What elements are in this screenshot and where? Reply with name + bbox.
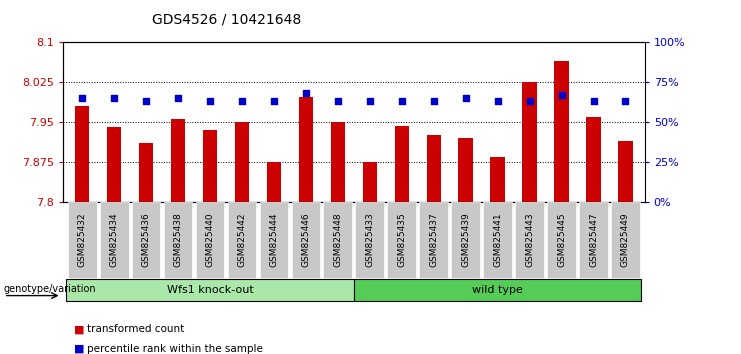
Bar (235, 122, 249, 202)
Text: Wfs1 knock-out: Wfs1 knock-out (167, 285, 253, 295)
Text: ■: ■ (74, 324, 84, 334)
FancyBboxPatch shape (66, 279, 353, 302)
Point (492, 99, 504, 104)
Bar (299, 97, 313, 202)
Text: GSM825435: GSM825435 (397, 212, 406, 267)
Point (204, 99, 216, 104)
Text: ■: ■ (74, 344, 84, 354)
Point (236, 99, 248, 104)
Point (364, 99, 376, 104)
FancyBboxPatch shape (132, 202, 161, 278)
FancyBboxPatch shape (483, 202, 512, 278)
FancyBboxPatch shape (324, 202, 352, 278)
Text: GSM825448: GSM825448 (333, 212, 342, 267)
Bar (203, 130, 217, 202)
Bar (267, 162, 281, 202)
FancyBboxPatch shape (451, 202, 480, 278)
Text: GSM825438: GSM825438 (173, 212, 182, 267)
Bar (394, 126, 409, 202)
FancyBboxPatch shape (419, 202, 448, 278)
Text: transformed count: transformed count (87, 324, 185, 334)
Text: GSM825440: GSM825440 (205, 212, 214, 267)
Text: GSM825432: GSM825432 (78, 212, 87, 267)
Bar (522, 82, 536, 202)
Point (619, 99, 631, 104)
Text: GSM825442: GSM825442 (237, 213, 247, 267)
Point (459, 96, 471, 101)
Point (300, 91, 312, 96)
Bar (427, 136, 441, 202)
Bar (491, 157, 505, 202)
FancyBboxPatch shape (227, 202, 256, 278)
Point (108, 96, 120, 101)
Point (140, 99, 152, 104)
FancyBboxPatch shape (515, 202, 544, 278)
FancyBboxPatch shape (356, 202, 384, 278)
Text: GSM825449: GSM825449 (621, 212, 630, 267)
Point (524, 99, 536, 104)
FancyBboxPatch shape (388, 202, 416, 278)
FancyBboxPatch shape (611, 202, 640, 278)
Text: GSM825445: GSM825445 (557, 212, 566, 267)
Text: genotype/variation: genotype/variation (4, 284, 96, 293)
Point (172, 96, 184, 101)
Point (268, 99, 280, 104)
Bar (107, 127, 122, 202)
Bar (362, 162, 377, 202)
Bar (586, 117, 601, 202)
FancyBboxPatch shape (579, 202, 608, 278)
FancyBboxPatch shape (67, 202, 96, 278)
Text: GSM825444: GSM825444 (270, 213, 279, 267)
Text: GSM825443: GSM825443 (525, 212, 534, 267)
Text: GSM825446: GSM825446 (302, 212, 310, 267)
Text: GSM825433: GSM825433 (365, 212, 374, 267)
Bar (171, 120, 185, 202)
FancyBboxPatch shape (353, 279, 642, 302)
Bar (75, 106, 90, 202)
Bar (459, 138, 473, 202)
FancyBboxPatch shape (164, 202, 193, 278)
Point (556, 92, 568, 98)
Bar (330, 122, 345, 202)
Bar (554, 61, 569, 202)
Point (588, 99, 599, 104)
Text: GSM825439: GSM825439 (461, 212, 471, 267)
Text: GSM825441: GSM825441 (494, 212, 502, 267)
Text: percentile rank within the sample: percentile rank within the sample (87, 344, 263, 354)
Text: GSM825434: GSM825434 (110, 212, 119, 267)
FancyBboxPatch shape (196, 202, 225, 278)
Bar (139, 143, 153, 202)
Text: GDS4526 / 10421648: GDS4526 / 10421648 (152, 12, 301, 27)
FancyBboxPatch shape (547, 202, 576, 278)
Text: GSM825437: GSM825437 (429, 212, 438, 267)
Point (76, 96, 88, 101)
Point (428, 99, 439, 104)
Text: wild type: wild type (472, 285, 523, 295)
Point (332, 99, 344, 104)
FancyBboxPatch shape (291, 202, 320, 278)
Text: GSM825436: GSM825436 (142, 212, 150, 267)
Text: GSM825447: GSM825447 (589, 212, 598, 267)
FancyBboxPatch shape (259, 202, 288, 278)
Bar (618, 141, 633, 202)
Point (396, 99, 408, 104)
FancyBboxPatch shape (100, 202, 128, 278)
